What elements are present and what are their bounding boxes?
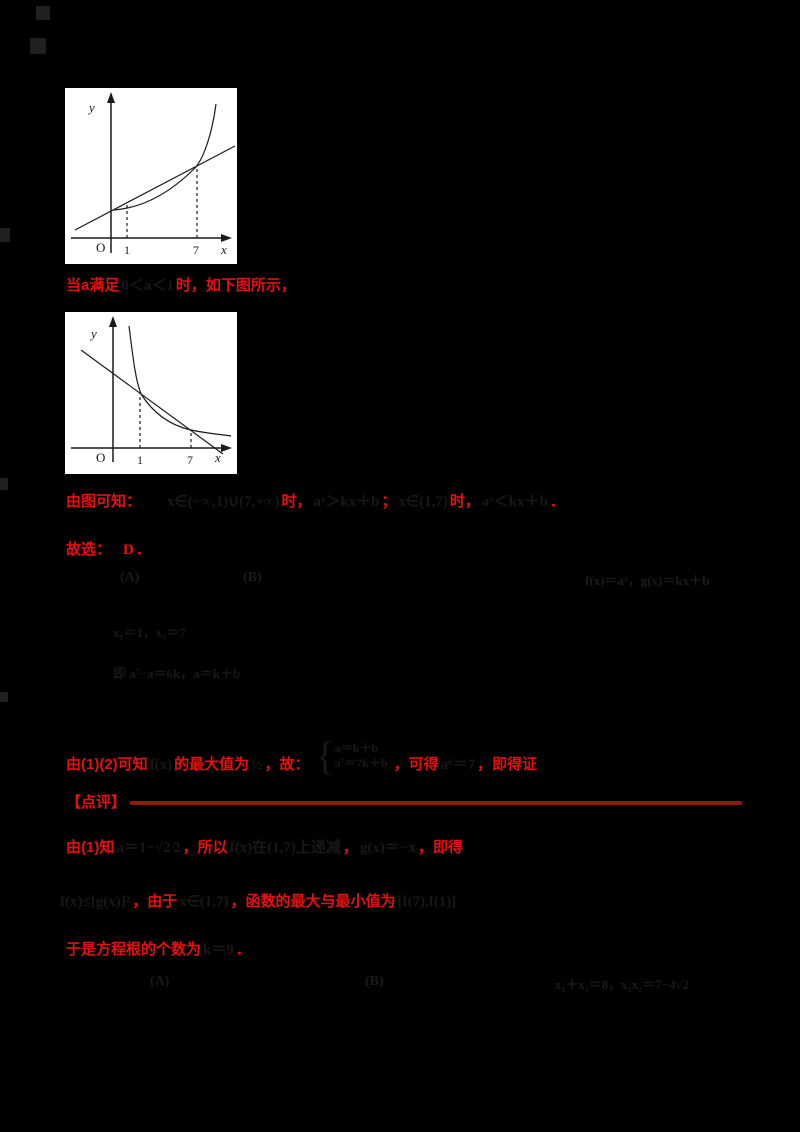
- line11-math: k＝9: [203, 942, 234, 958]
- line11-period: ．: [235, 941, 251, 958]
- line10-math-2: x∈(1,7): [179, 894, 229, 910]
- line1-red-text: 当a满足: [66, 277, 120, 294]
- solution-line-2: 由图可知： x∈(−∞,1)∪(7,+∞) 时， aˣ＞kx＋b ； x∈(1,…: [66, 492, 565, 512]
- graph2-x-label: x: [214, 450, 221, 465]
- graph1-panel: y x O 1 7: [65, 88, 237, 264]
- line9-math-2: f(x)在(1,7)上递减: [229, 840, 341, 856]
- remark-header: 【点评】: [66, 793, 126, 813]
- graph2-curve: [128, 325, 232, 437]
- line7-math-2: ½: [251, 757, 263, 773]
- solution-line-7: 由(1)(2)可知 f(x) 的最大值为 ½ ，故： { a＝k＋b a⁷＝7k…: [66, 736, 537, 776]
- equation-system: { a＝k＋b a⁷＝7k＋b: [315, 736, 387, 776]
- line9-red-3: ，即得: [417, 839, 463, 856]
- line2-math-4: aˣ＜kx＋b: [481, 494, 548, 510]
- artifact-square: [0, 228, 10, 242]
- remark-rule-line: [130, 801, 742, 805]
- line7-red-4: ，可得: [393, 756, 439, 773]
- system-eq-1: a＝k＋b: [334, 741, 379, 755]
- line9-comma: ，: [342, 839, 358, 856]
- line2-math-2: aˣ＞kx＋b: [313, 494, 380, 510]
- graph1-y-label: y: [87, 100, 95, 115]
- system-eq-2: a⁷＝7k＋b: [334, 756, 388, 770]
- artifact-square: [30, 38, 46, 54]
- line11-red-1: 于是方程根的个数为: [66, 941, 202, 958]
- line2-math-1: x∈(−∞,1)∪(7,+∞): [167, 494, 280, 510]
- row1-right-math: f(x)＝aˣ，g(x)＝kx＋b: [585, 573, 710, 588]
- line10-math-3: [f(7),f(1)]: [397, 894, 457, 910]
- graph1-tick-1: 1: [124, 243, 130, 257]
- line2-comma-3: 时，: [449, 493, 480, 510]
- remark-label: 【点评】: [66, 794, 127, 811]
- line7-red-2: 的最大值为: [174, 756, 250, 773]
- solution-line-9: 由(1)知 a＝1−√2⁄2 ，所以 f(x)在(1,7)上递减 ， g(x)＝…: [66, 838, 463, 858]
- step-math-2: 即 a⁷−a＝6k，a＝k＋b: [113, 666, 241, 681]
- line2-prefix: 由图可知：: [66, 493, 142, 510]
- answer-period: ．: [135, 541, 151, 558]
- graph1-x-arrow-icon: [221, 234, 232, 242]
- line7-red-5: ，即得证: [477, 756, 538, 773]
- line2-period: ．: [549, 493, 565, 510]
- graph1-figure: y x O 1 7: [71, 92, 236, 257]
- option-a-row2: (A): [150, 974, 170, 989]
- answer-choice: D: [123, 542, 134, 558]
- graph2-tick-7: 7: [187, 453, 193, 467]
- option-b-row2: (B): [365, 974, 384, 989]
- line9-red-2: ，所以: [182, 839, 228, 856]
- graph1-curve: [112, 103, 217, 211]
- line2-comma-2: ；: [381, 493, 397, 510]
- artifact-square: [36, 6, 50, 20]
- graph2-line: [80, 349, 224, 455]
- line1-math: 0＜a＜1: [121, 278, 174, 294]
- line9-red-1: 由(1)知: [66, 839, 115, 856]
- step-math-1: x₁＝1，x₂＝7: [113, 625, 186, 640]
- answer-label: 故选：: [66, 541, 112, 558]
- graph2-y-label: y: [89, 326, 97, 341]
- option-b-row1: (B): [243, 570, 262, 585]
- graph1-origin-label: O: [96, 240, 105, 255]
- graph1-tick-7: 7: [193, 243, 199, 257]
- system-brace: {: [315, 733, 335, 778]
- line7-red-3: ，故：: [264, 756, 310, 773]
- graph2-origin-label: O: [96, 450, 105, 465]
- solution-line-10: f(x)≤[g(x)]² ，由于 x∈(1,7) ，函数的最大与最小值为 [f(…: [60, 892, 456, 912]
- graph2-tick-1: 1: [137, 453, 143, 467]
- line2-comma-1: 时，: [281, 493, 312, 510]
- solution-line-1: 当a满足 0＜a＜1 时，如下图所示，: [66, 276, 296, 296]
- graph2-y-arrow-icon: [109, 316, 117, 327]
- line7-math-1: f(x): [149, 757, 173, 773]
- line9-math-3: g(x)＝−x: [359, 840, 416, 856]
- graph2-x-arrow-icon: [221, 444, 232, 452]
- line2-math-3: x∈(1,7): [398, 494, 448, 510]
- artifact-square: [0, 692, 8, 702]
- answer-line: 故选： D ．: [66, 540, 151, 560]
- line10-math-1: f(x)≤[g(x)]²: [60, 894, 131, 910]
- line10-red-2: ，函数的最大与最小值为: [230, 893, 396, 910]
- graph1-x-label: x: [220, 242, 227, 257]
- line1-red-text2: 时，如下图所示，: [175, 277, 296, 294]
- graph1-line: [74, 145, 236, 231]
- line7-red-1: 由(1)(2)可知: [66, 756, 148, 773]
- option-a-row1: (A): [120, 570, 140, 585]
- row2-right-math: x₁＋x₂＝8，x₁x₂＝7−4√2: [555, 977, 690, 992]
- graph2-figure: y x O 1 7: [71, 316, 232, 467]
- graph1-y-arrow-icon: [107, 92, 115, 103]
- line7-math-3: a⁶＝7: [440, 757, 476, 773]
- line9-math-1: a＝1−√2⁄2: [116, 840, 181, 856]
- solution-line-11: 于是方程根的个数为 k＝9 ．: [66, 940, 251, 960]
- line10-red-1: ，由于: [132, 893, 178, 910]
- graph2-panel: y x O 1 7: [65, 312, 237, 474]
- artifact-square: [0, 478, 8, 490]
